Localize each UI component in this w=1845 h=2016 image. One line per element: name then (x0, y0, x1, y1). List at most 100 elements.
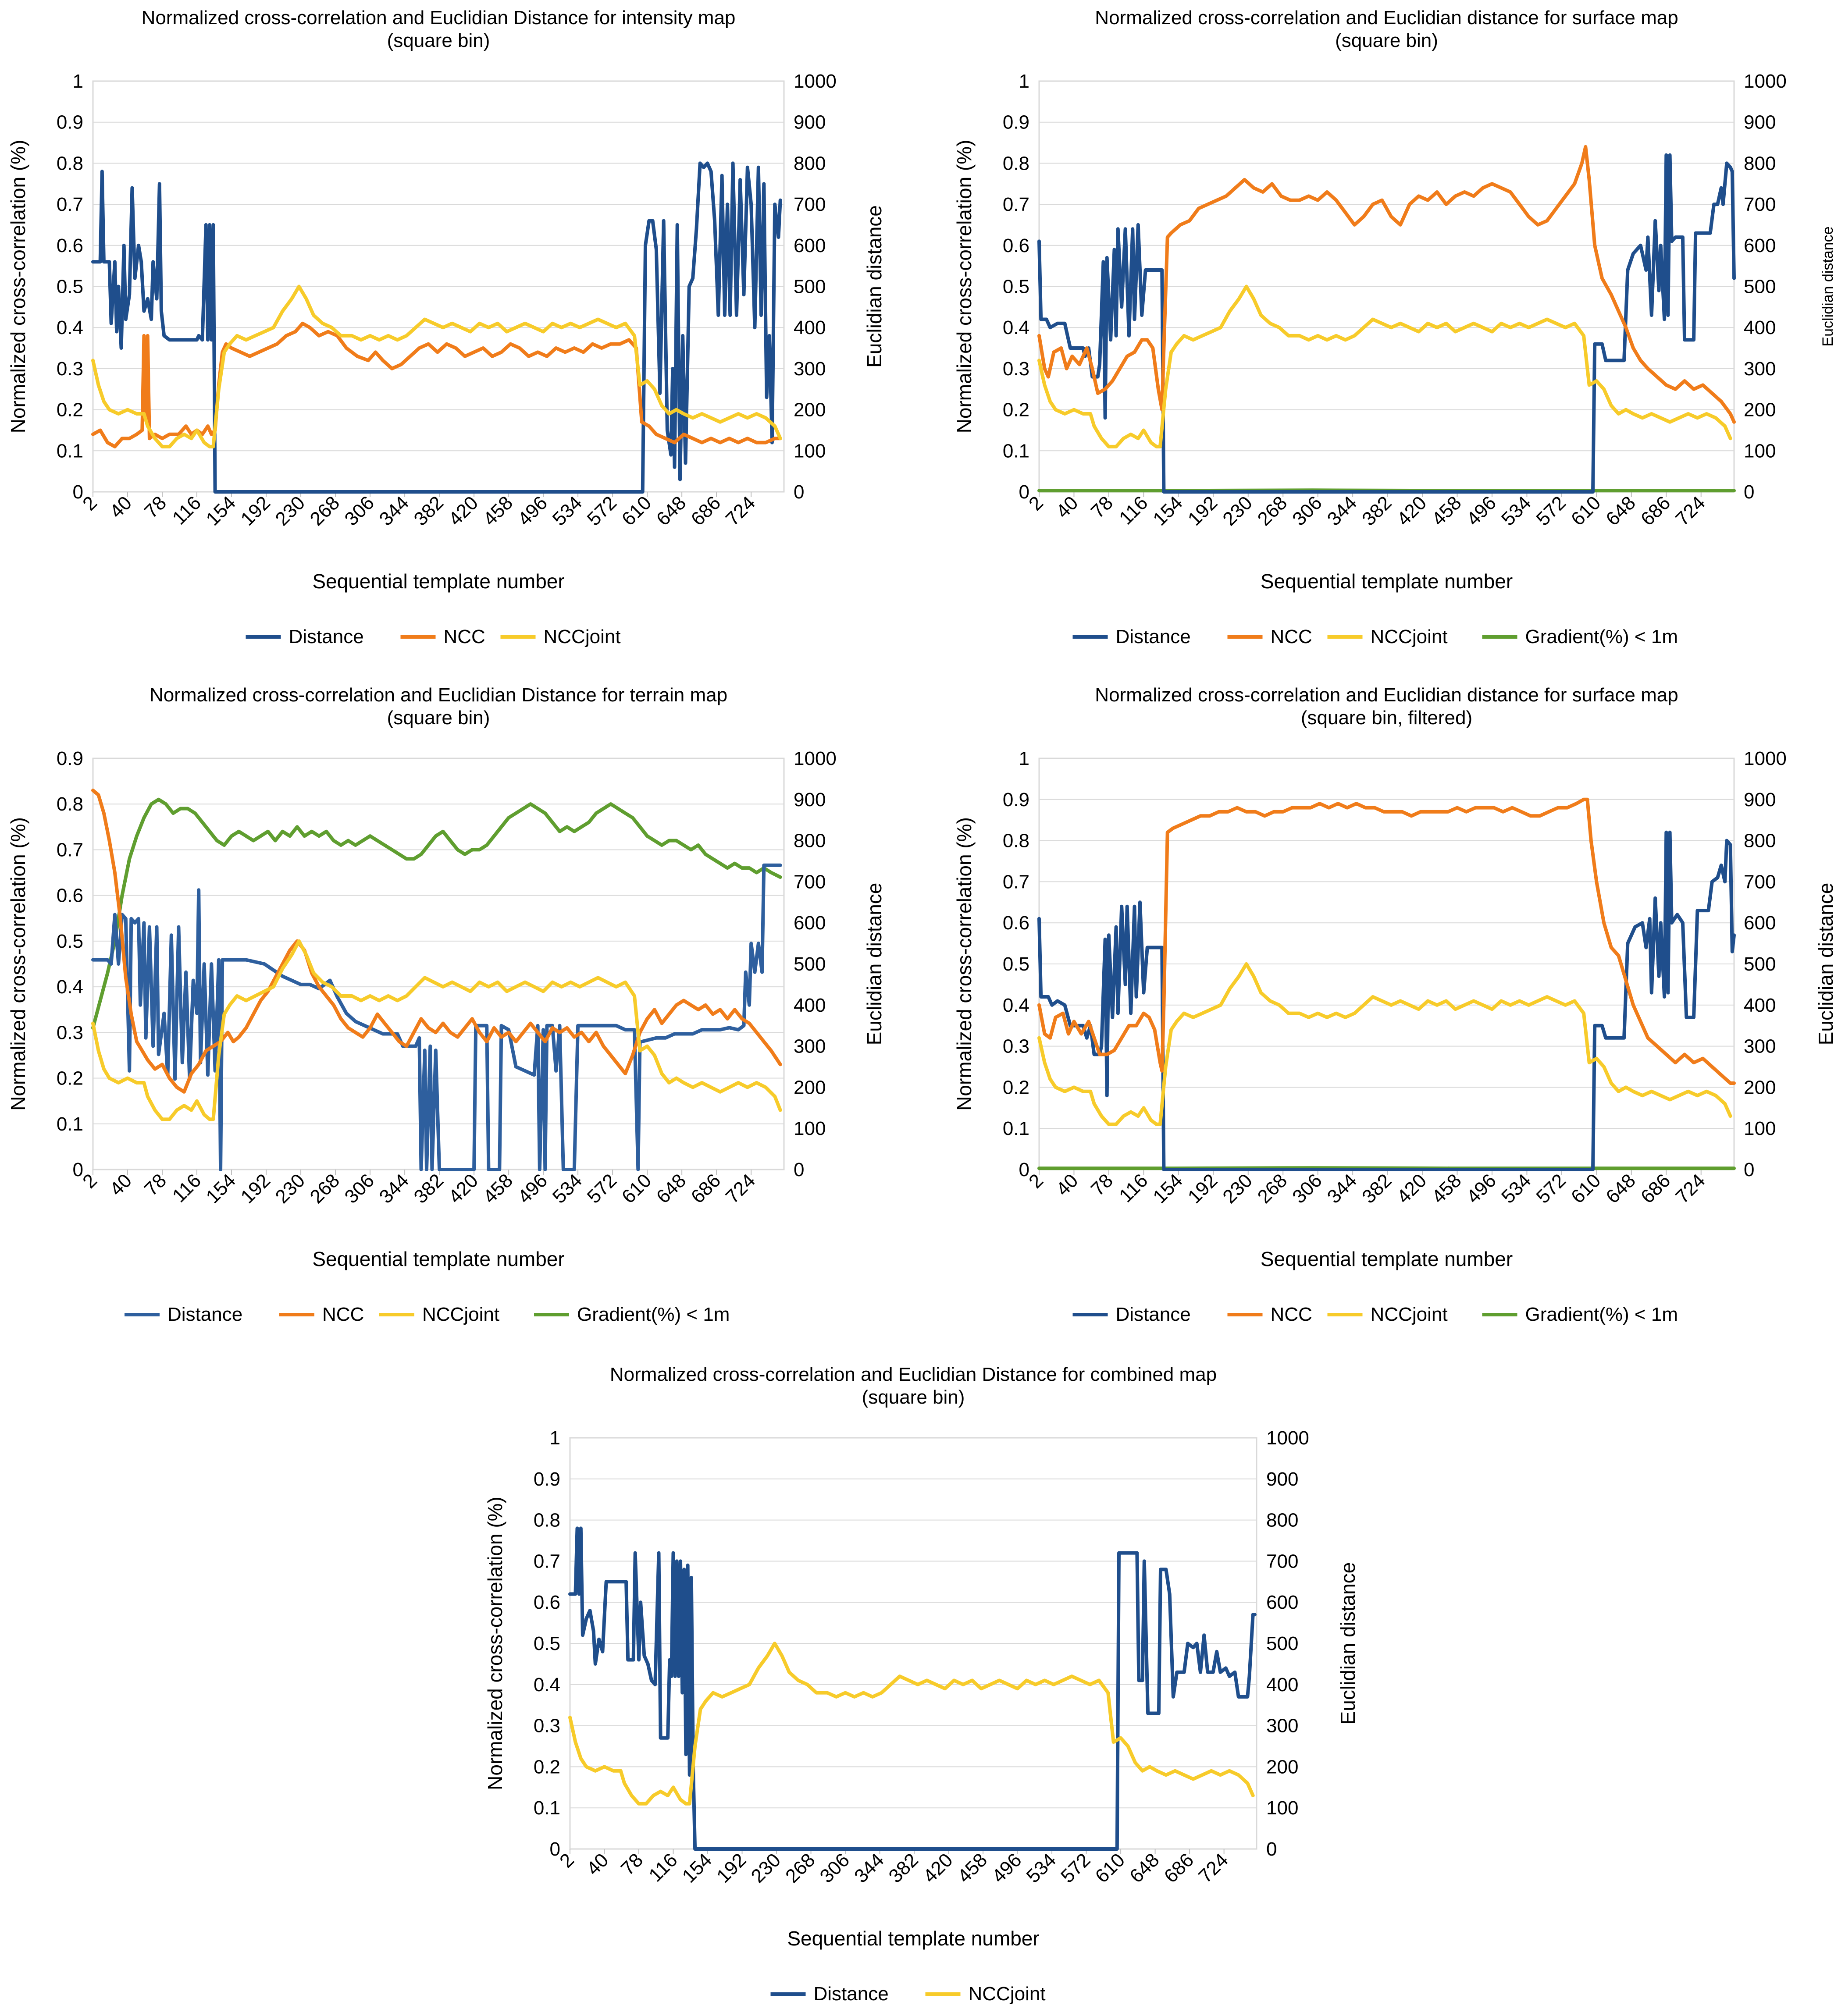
y-tick-label: 0.9 (1003, 112, 1029, 133)
y-tick-label: 0.1 (1003, 440, 1029, 462)
chart-title: Normalized cross-correlation and Euclidi… (1095, 7, 1678, 28)
x-axis-label: Sequential template number (1261, 1248, 1513, 1270)
y-tick-label: 0 (1019, 1159, 1029, 1180)
y2-tick-label: 400 (1266, 1674, 1298, 1696)
y-tick-label: 0.6 (57, 885, 83, 907)
y-tick-label: 0.9 (534, 1468, 560, 1490)
y2-tick-label: 300 (794, 1036, 826, 1057)
y-tick-label: 0.5 (1003, 953, 1029, 975)
y-tick-label: 0.8 (1003, 830, 1029, 852)
y-tick-label: 0.7 (57, 194, 83, 215)
chart-subtitle: (square bin) (862, 1387, 965, 1408)
y-tick-label: 0.4 (57, 317, 83, 338)
x-axis-label: Sequential template number (1261, 570, 1513, 593)
y-tick-label: 0.3 (534, 1715, 560, 1737)
y-tick-label: 0.6 (1003, 235, 1029, 256)
y2-tick-label: 300 (794, 358, 826, 380)
y2-tick-label: 900 (794, 112, 826, 133)
y2-tick-label: 900 (1744, 789, 1776, 811)
y2-tick-label: 500 (794, 953, 826, 975)
y2-tick-label: 400 (1744, 995, 1776, 1016)
y2-tick-label: 500 (794, 276, 826, 298)
y2-tick-label: 200 (794, 1077, 826, 1098)
y-tick-label: 0.1 (57, 1113, 83, 1135)
y2-tick-label: 600 (794, 235, 826, 256)
y-tick-label: 0.1 (1003, 1118, 1029, 1139)
chart-title: Normalized cross-correlation and Euclidi… (142, 7, 736, 28)
y2-tick-label: 1000 (794, 748, 837, 769)
y2-tick-label: 800 (794, 153, 826, 174)
y2-tick-label: 200 (1744, 1077, 1776, 1098)
y-tick-label: 0.2 (534, 1756, 560, 1778)
y2-tick-label: 800 (1744, 830, 1776, 852)
y-tick-label: 0.7 (1003, 871, 1029, 892)
y2-tick-label: 700 (1744, 194, 1776, 215)
legend-label-ncc: NCC (444, 626, 485, 647)
series-line-distance (1037, 153, 1736, 494)
y2-tick-label: 800 (794, 830, 826, 852)
y2-tick-label: 900 (1744, 112, 1776, 133)
y2-tick-label: 1000 (1266, 1427, 1309, 1449)
y-tick-label: 0.3 (1003, 1036, 1029, 1057)
y-tick-label: 0.5 (534, 1633, 560, 1654)
y-tick-label: 0.4 (1003, 317, 1029, 338)
legend-label-gradient-1m: Gradient(%) < 1m (577, 1304, 730, 1325)
legend-label-nccjoint: NCCjoint (1371, 626, 1448, 647)
y-tick-label: 1 (550, 1427, 560, 1449)
series-line-gradient-1m (91, 797, 782, 1030)
y-axis-label: Normalized cross-correlation (%) (953, 817, 976, 1111)
y2-axis-label: Euclidian distance (1820, 226, 1836, 346)
y-tick-label: 0.3 (1003, 358, 1029, 380)
legend-label-ncc: NCC (322, 1304, 364, 1325)
y2-tick-label: 1000 (1744, 71, 1787, 92)
y2-tick-label: 900 (794, 789, 826, 811)
y-tick-label: 0.4 (1003, 995, 1029, 1016)
y2-axis-label: Euclidian distance (863, 205, 886, 368)
y2-tick-label: 200 (1744, 399, 1776, 421)
y-tick-label: 0.2 (57, 399, 83, 421)
legend-label-nccjoint: NCCjoint (544, 626, 621, 647)
y2-tick-label: 500 (1744, 953, 1776, 975)
legend-label-ncc: NCC (1271, 1304, 1312, 1325)
y-tick-label: 0.1 (534, 1797, 560, 1819)
series-line-distance (91, 161, 782, 494)
y2-axis-label: Euclidian distance (1336, 1562, 1359, 1725)
y2-tick-label: 800 (1744, 153, 1776, 174)
y-tick-label: 0.8 (57, 793, 83, 815)
legend-label-distance: Distance (167, 1304, 242, 1325)
y2-tick-label: 700 (794, 871, 826, 892)
x-axis-label: Sequential template number (312, 570, 564, 593)
series-line-nccjoint (91, 284, 782, 448)
chart-subtitle: (square bin) (387, 30, 490, 51)
y-tick-label: 0.7 (57, 839, 83, 860)
y2-tick-label: 0 (794, 481, 804, 503)
y-tick-label: 0.6 (534, 1592, 560, 1613)
y-axis-label: Normalized cross-correlation (%) (7, 140, 29, 434)
y-tick-label: 0.8 (57, 153, 83, 174)
series-line-ncc (91, 321, 782, 448)
y-tick-label: 0.5 (57, 931, 83, 952)
y2-tick-label: 0 (794, 1159, 804, 1180)
chart-subtitle: (square bin) (387, 707, 490, 729)
legend-label-distance: Distance (289, 626, 364, 647)
series-line-nccjoint (91, 939, 782, 1121)
legend-label-distance: Distance (1116, 626, 1191, 647)
legend-label-nccjoint: NCCjoint (1371, 1304, 1448, 1325)
y2-tick-label: 600 (1744, 235, 1776, 256)
y-tick-label: 0 (1019, 481, 1029, 503)
y-tick-label: 1 (73, 71, 83, 92)
y2-tick-label: 600 (1744, 912, 1776, 934)
y-axis-label: Normalized cross-correlation (%) (484, 1497, 506, 1790)
y2-tick-label: 700 (794, 194, 826, 215)
y2-tick-label: 700 (1266, 1550, 1298, 1572)
y-tick-label: 0.8 (534, 1510, 560, 1531)
y2-tick-label: 100 (1744, 440, 1776, 462)
y-tick-label: 1 (1019, 748, 1029, 769)
y-tick-label: 0 (73, 1159, 83, 1180)
y2-tick-label: 200 (1266, 1756, 1298, 1778)
y2-tick-label: 700 (1744, 871, 1776, 892)
y-tick-label: 0.5 (1003, 276, 1029, 298)
y-tick-label: 0.9 (57, 748, 83, 769)
y-tick-label: 0.3 (57, 1022, 83, 1043)
